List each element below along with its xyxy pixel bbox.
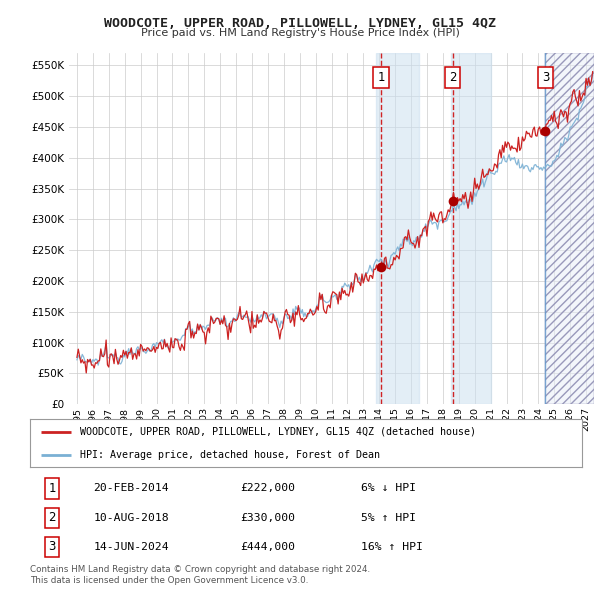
Text: 16% ↑ HPI: 16% ↑ HPI: [361, 542, 423, 552]
Text: 3: 3: [542, 71, 549, 84]
Text: 6% ↓ HPI: 6% ↓ HPI: [361, 483, 416, 493]
Text: 2: 2: [49, 511, 56, 525]
Text: 2: 2: [449, 71, 457, 84]
Text: Price paid vs. HM Land Registry's House Price Index (HPI): Price paid vs. HM Land Registry's House …: [140, 28, 460, 38]
Bar: [545, 53, 594, 404]
Text: £222,000: £222,000: [240, 483, 295, 493]
Text: 10-AUG-2018: 10-AUG-2018: [94, 513, 169, 523]
Text: WOODCOTE, UPPER ROAD, PILLOWELL, LYDNEY, GL15 4QZ (detached house): WOODCOTE, UPPER ROAD, PILLOWELL, LYDNEY,…: [80, 427, 476, 437]
Text: Contains HM Land Registry data © Crown copyright and database right 2024.
This d: Contains HM Land Registry data © Crown c…: [30, 565, 370, 585]
Text: HPI: Average price, detached house, Forest of Dean: HPI: Average price, detached house, Fore…: [80, 450, 380, 460]
Text: WOODCOTE, UPPER ROAD, PILLOWELL, LYDNEY, GL15 4QZ: WOODCOTE, UPPER ROAD, PILLOWELL, LYDNEY,…: [104, 17, 496, 30]
Text: 3: 3: [49, 540, 56, 553]
Text: 1: 1: [49, 482, 56, 495]
Text: 20-FEB-2014: 20-FEB-2014: [94, 483, 169, 493]
Text: 5% ↑ HPI: 5% ↑ HPI: [361, 513, 416, 523]
Bar: [451, 53, 491, 404]
Bar: [545, 53, 594, 404]
Text: 14-JUN-2024: 14-JUN-2024: [94, 542, 169, 552]
Text: £330,000: £330,000: [240, 513, 295, 523]
Bar: [376, 53, 419, 404]
Text: £444,000: £444,000: [240, 542, 295, 552]
Text: 1: 1: [377, 71, 385, 84]
